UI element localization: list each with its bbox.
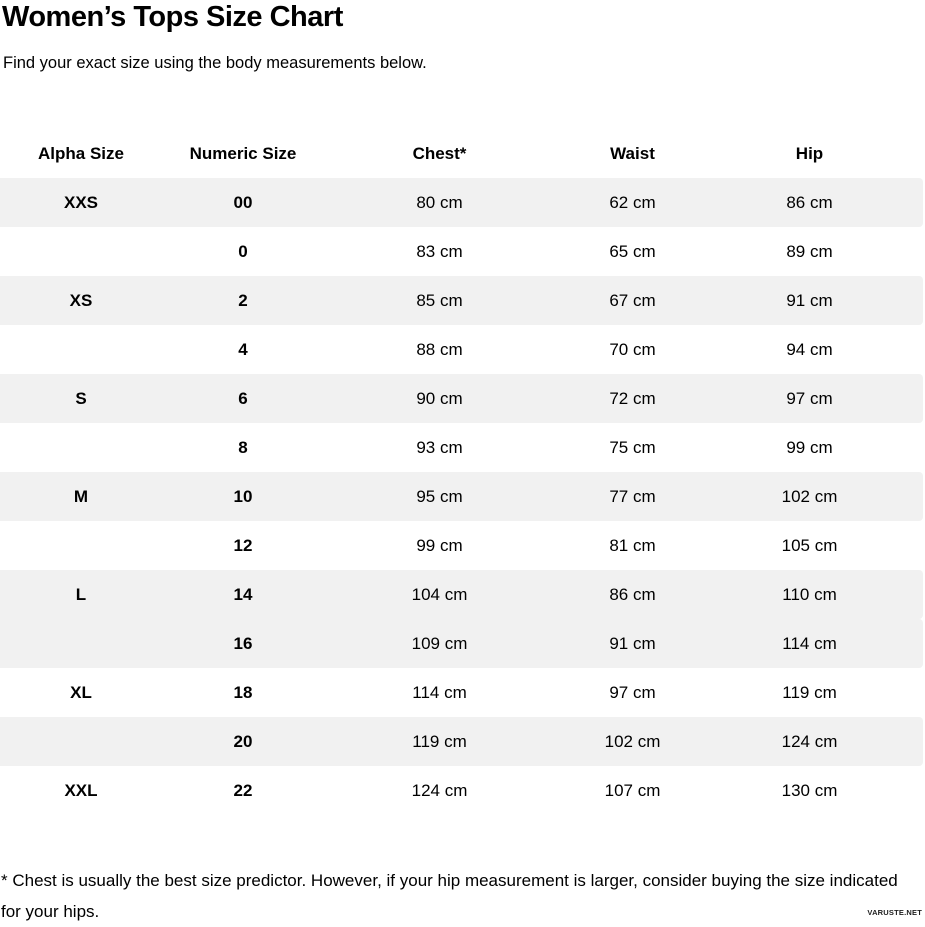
- chest-cell: 124 cm: [411, 780, 468, 800]
- alpha-size-cell: [0, 717, 162, 766]
- numeric-size-cell: 22: [233, 780, 253, 800]
- chest-cell: 114 cm: [412, 682, 467, 702]
- hip-cell: 119 cm: [782, 682, 837, 702]
- waist-cell: 97 cm: [609, 682, 656, 702]
- waist-cell: 72 cm: [555, 374, 710, 423]
- alpha-size-cell: M: [0, 472, 162, 521]
- column-header-numeric-size: Numeric Size: [189, 143, 297, 163]
- hip-cell: 97 cm: [710, 374, 923, 423]
- waist-cell: 67 cm: [555, 276, 710, 325]
- hip-cell: 114 cm: [710, 619, 923, 668]
- table-row: 4 88 cm 70 cm 94 cm: [0, 325, 923, 374]
- numeric-size-cell: 0: [238, 241, 248, 261]
- chest-cell: 80 cm: [324, 178, 555, 227]
- waist-cell: 77 cm: [555, 472, 710, 521]
- table-row: XXS 00 80 cm 62 cm 86 cm: [0, 178, 923, 227]
- hip-cell: 124 cm: [710, 717, 923, 766]
- numeric-size-cell: 20: [162, 717, 324, 766]
- chest-cell: 88 cm: [416, 339, 463, 359]
- waist-cell: 102 cm: [555, 717, 710, 766]
- size-table-body: XXS 00 80 cm 62 cm 86 cm 0 83 cm 65 cm 89 cm XS 2 8…: [0, 178, 923, 815]
- alpha-size-cell: [0, 325, 162, 374]
- numeric-size-cell: 4: [238, 339, 248, 359]
- alpha-size-cell: XS: [0, 276, 162, 325]
- waist-cell: 91 cm: [555, 619, 710, 668]
- numeric-size-cell: 14: [162, 570, 324, 619]
- waist-cell: 62 cm: [555, 178, 710, 227]
- chest-cell: 99 cm: [416, 535, 463, 555]
- size-table-header: Alpha Size Numeric Size Chest* Waist Hip: [0, 129, 923, 178]
- chest-cell: 83 cm: [416, 241, 463, 261]
- hip-cell: 94 cm: [786, 339, 833, 359]
- column-header-alpha-size: Alpha Size: [38, 143, 124, 163]
- hip-cell: 86 cm: [710, 178, 923, 227]
- watermark: VARUSTE.NET: [867, 908, 922, 917]
- hip-cell: 91 cm: [710, 276, 923, 325]
- alpha-size-cell: XXS: [0, 178, 162, 227]
- waist-cell: 107 cm: [604, 780, 661, 800]
- table-row: L 14 104 cm 86 cm 110 cm: [0, 570, 923, 619]
- table-row: 16 109 cm 91 cm 114 cm: [0, 619, 923, 668]
- table-row: 8 93 cm 75 cm 99 cm: [0, 423, 923, 472]
- chest-cell: 109 cm: [324, 619, 555, 668]
- alpha-size-cell: [0, 521, 162, 570]
- numeric-size-cell: 12: [233, 535, 253, 555]
- hip-cell: 105 cm: [781, 535, 838, 555]
- numeric-size-cell: 18: [233, 682, 253, 702]
- page-subtitle: Find your exact size using the body meas…: [3, 54, 427, 72]
- table-row: S 6 90 cm 72 cm 97 cm: [0, 374, 923, 423]
- column-header-chest: Chest*: [412, 143, 467, 163]
- chest-cell: 95 cm: [324, 472, 555, 521]
- alpha-size-cell: [0, 619, 162, 668]
- footnote: * Chest is usually the best size predict…: [1, 871, 898, 921]
- numeric-size-cell: 10: [162, 472, 324, 521]
- table-row: XS 2 85 cm 67 cm 91 cm: [0, 276, 923, 325]
- numeric-size-cell: 8: [238, 437, 248, 457]
- numeric-size-cell: 6: [162, 374, 324, 423]
- header-row: Alpha Size Numeric Size Chest* Waist Hip: [0, 129, 923, 178]
- alpha-size-cell: XXL: [64, 780, 98, 800]
- hip-cell: 99 cm: [786, 437, 833, 457]
- alpha-size-cell: XL: [70, 682, 92, 702]
- alpha-size-cell: [0, 423, 162, 472]
- page-title: Women’s Tops Size Chart: [2, 1, 343, 33]
- waist-cell: 86 cm: [555, 570, 710, 619]
- hip-cell: 110 cm: [710, 570, 923, 619]
- hip-cell: 89 cm: [786, 241, 833, 261]
- chest-cell: 90 cm: [324, 374, 555, 423]
- waist-cell: 81 cm: [609, 535, 656, 555]
- waist-cell: 70 cm: [609, 339, 656, 359]
- column-header-waist: Waist: [610, 143, 655, 163]
- size-table: Alpha Size Numeric Size Chest* Waist Hip XXS…: [0, 129, 923, 815]
- table-row: 20 119 cm 102 cm 124 cm: [0, 717, 923, 766]
- numeric-size-cell: 00: [162, 178, 324, 227]
- numeric-size-cell: 2: [162, 276, 324, 325]
- hip-cell: 130 cm: [781, 780, 838, 800]
- alpha-size-cell: L: [0, 570, 162, 619]
- chest-cell: 119 cm: [324, 717, 555, 766]
- chest-cell: 93 cm: [416, 437, 463, 457]
- column-header-hip: Hip: [795, 143, 824, 163]
- waist-cell: 75 cm: [609, 437, 656, 457]
- table-row: 12 99 cm 81 cm 105 cm: [0, 521, 923, 570]
- alpha-size-cell: [0, 227, 162, 276]
- waist-cell: 65 cm: [609, 241, 656, 261]
- table-row: XXL 22 124 cm 107 cm 130 cm: [0, 766, 923, 815]
- table-row: XL 18 114 cm 97 cm 119 cm: [0, 668, 923, 717]
- hip-cell: 102 cm: [710, 472, 923, 521]
- alpha-size-cell: S: [0, 374, 162, 423]
- table-row: 0 83 cm 65 cm 89 cm: [0, 227, 923, 276]
- numeric-size-cell: 16: [162, 619, 324, 668]
- chest-cell: 104 cm: [324, 570, 555, 619]
- chest-cell: 85 cm: [324, 276, 555, 325]
- table-row: M 10 95 cm 77 cm 102 cm: [0, 472, 923, 521]
